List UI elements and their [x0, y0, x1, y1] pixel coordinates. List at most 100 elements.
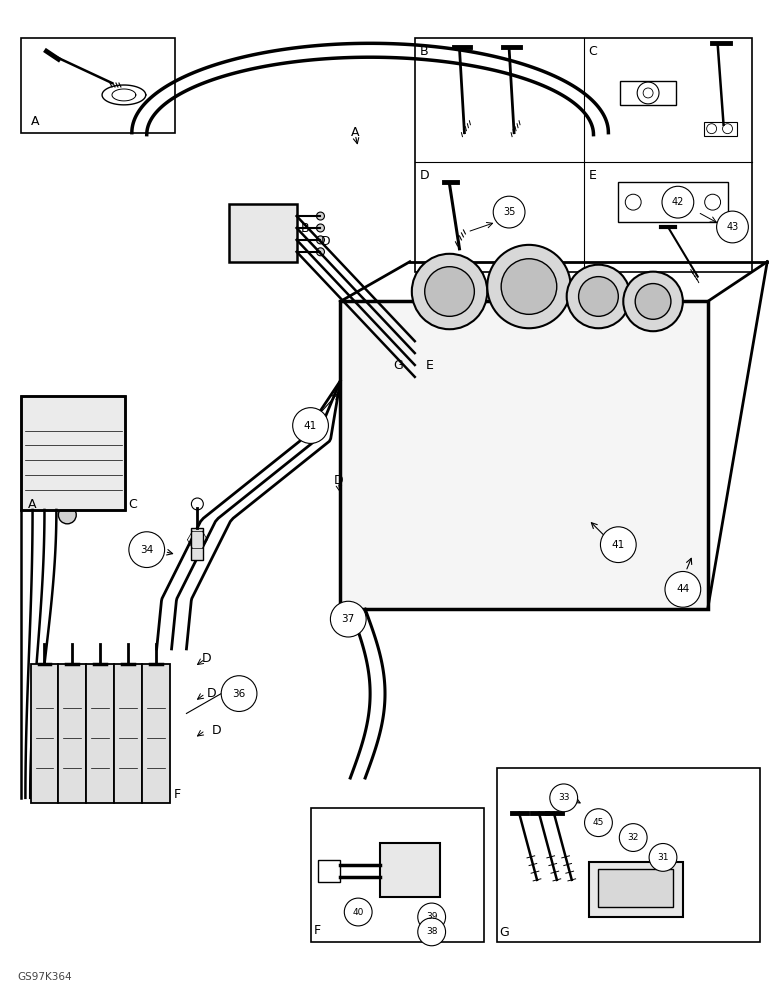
Text: F: F — [174, 788, 181, 801]
Circle shape — [716, 211, 748, 243]
Bar — [588, 862, 683, 917]
Text: 45: 45 — [593, 818, 604, 827]
Bar — [497, 768, 760, 942]
Circle shape — [383, 852, 393, 862]
Bar — [704, 122, 737, 136]
Text: F: F — [313, 924, 320, 937]
Circle shape — [425, 882, 435, 892]
Circle shape — [144, 717, 167, 739]
Bar — [59, 664, 86, 803]
Text: 35: 35 — [503, 207, 515, 217]
Bar — [618, 182, 727, 222]
Circle shape — [584, 809, 612, 837]
Text: G: G — [393, 359, 403, 372]
Text: 39: 39 — [426, 912, 438, 921]
Circle shape — [601, 527, 636, 563]
Text: A: A — [31, 115, 39, 128]
Bar — [21, 396, 125, 510]
Bar — [86, 664, 114, 803]
Circle shape — [39, 723, 49, 733]
Text: 38: 38 — [426, 927, 438, 936]
Bar — [191, 528, 203, 560]
Circle shape — [623, 272, 683, 331]
Circle shape — [418, 903, 445, 931]
Text: 42: 42 — [672, 197, 684, 207]
Circle shape — [658, 894, 668, 904]
Circle shape — [487, 245, 571, 328]
Bar — [31, 664, 59, 803]
Circle shape — [61, 717, 83, 739]
Circle shape — [601, 894, 611, 904]
Bar — [380, 843, 439, 897]
Circle shape — [635, 284, 671, 319]
Text: 33: 33 — [558, 793, 570, 802]
Bar — [415, 38, 753, 272]
Circle shape — [33, 717, 56, 739]
Text: A: A — [351, 126, 360, 139]
Bar — [229, 204, 296, 262]
Text: D: D — [334, 474, 344, 487]
Circle shape — [317, 212, 324, 220]
Text: GS97K364: GS97K364 — [18, 972, 73, 982]
Circle shape — [151, 723, 161, 733]
Circle shape — [578, 277, 618, 316]
Circle shape — [59, 506, 76, 524]
Text: 41: 41 — [611, 540, 625, 550]
Circle shape — [344, 898, 372, 926]
Circle shape — [222, 676, 257, 711]
Text: 44: 44 — [676, 584, 689, 594]
Circle shape — [89, 717, 111, 739]
Text: 34: 34 — [140, 545, 154, 555]
Bar — [620, 81, 676, 105]
Text: E: E — [588, 169, 597, 182]
Text: B: B — [300, 222, 310, 235]
Text: G: G — [499, 926, 509, 939]
Circle shape — [662, 186, 694, 218]
Circle shape — [317, 224, 324, 232]
Bar — [142, 664, 170, 803]
Circle shape — [129, 532, 164, 568]
Text: A: A — [28, 498, 36, 511]
Circle shape — [293, 408, 328, 443]
Text: D: D — [420, 169, 429, 182]
Text: 37: 37 — [342, 614, 355, 624]
Circle shape — [411, 254, 487, 329]
Circle shape — [619, 824, 647, 851]
Text: 41: 41 — [304, 421, 317, 431]
Circle shape — [383, 882, 393, 892]
Circle shape — [123, 723, 133, 733]
Circle shape — [501, 259, 557, 314]
Bar — [340, 301, 708, 609]
Text: D: D — [320, 235, 330, 248]
Bar — [319, 860, 340, 882]
Text: D: D — [206, 687, 216, 700]
Text: 36: 36 — [232, 689, 245, 699]
Circle shape — [658, 872, 668, 882]
Circle shape — [67, 723, 77, 733]
Bar — [21, 396, 125, 510]
Text: B: B — [420, 45, 428, 58]
Circle shape — [665, 571, 701, 607]
Text: C: C — [128, 498, 137, 511]
Bar — [114, 664, 142, 803]
Circle shape — [649, 844, 677, 871]
Text: D: D — [201, 652, 211, 665]
Circle shape — [425, 852, 435, 862]
Text: E: E — [425, 359, 434, 372]
Text: D: D — [212, 724, 221, 737]
Circle shape — [317, 236, 324, 244]
Text: 32: 32 — [628, 833, 639, 842]
Circle shape — [330, 601, 366, 637]
Circle shape — [117, 717, 139, 739]
Text: 31: 31 — [657, 853, 669, 862]
Circle shape — [493, 196, 525, 228]
Text: 43: 43 — [726, 222, 739, 232]
Circle shape — [601, 872, 611, 882]
Bar — [598, 869, 673, 907]
Circle shape — [425, 267, 474, 316]
Circle shape — [317, 248, 324, 256]
Text: 40: 40 — [353, 908, 364, 917]
Circle shape — [418, 918, 445, 946]
Circle shape — [550, 784, 577, 812]
Bar — [21, 38, 174, 133]
